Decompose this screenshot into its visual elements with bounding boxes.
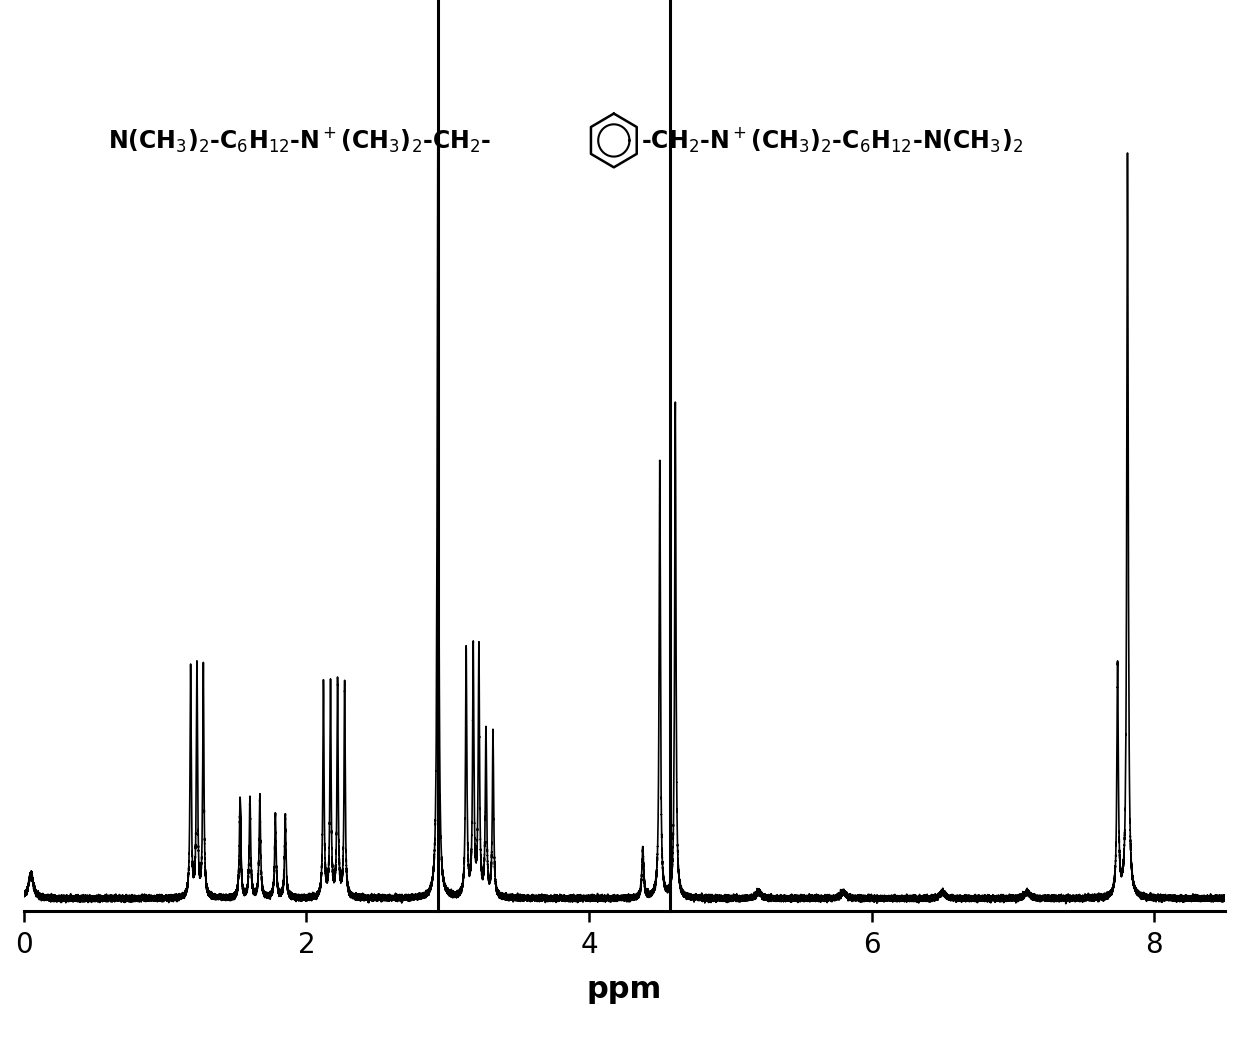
Text: -CH$_2$-N$^+$(CH$_3$)$_2$-C$_6$H$_{12}$-N(CH$_3$)$_2$: -CH$_2$-N$^+$(CH$_3$)$_2$-C$_6$H$_{12}$-… [641, 126, 1023, 155]
Text: N(CH$_3$)$_2$-C$_6$H$_{12}$-N$^+$(CH$_3$)$_2$-CH$_2$-: N(CH$_3$)$_2$-C$_6$H$_{12}$-N$^+$(CH$_3$… [108, 126, 491, 155]
X-axis label: ppm: ppm [587, 976, 662, 1005]
